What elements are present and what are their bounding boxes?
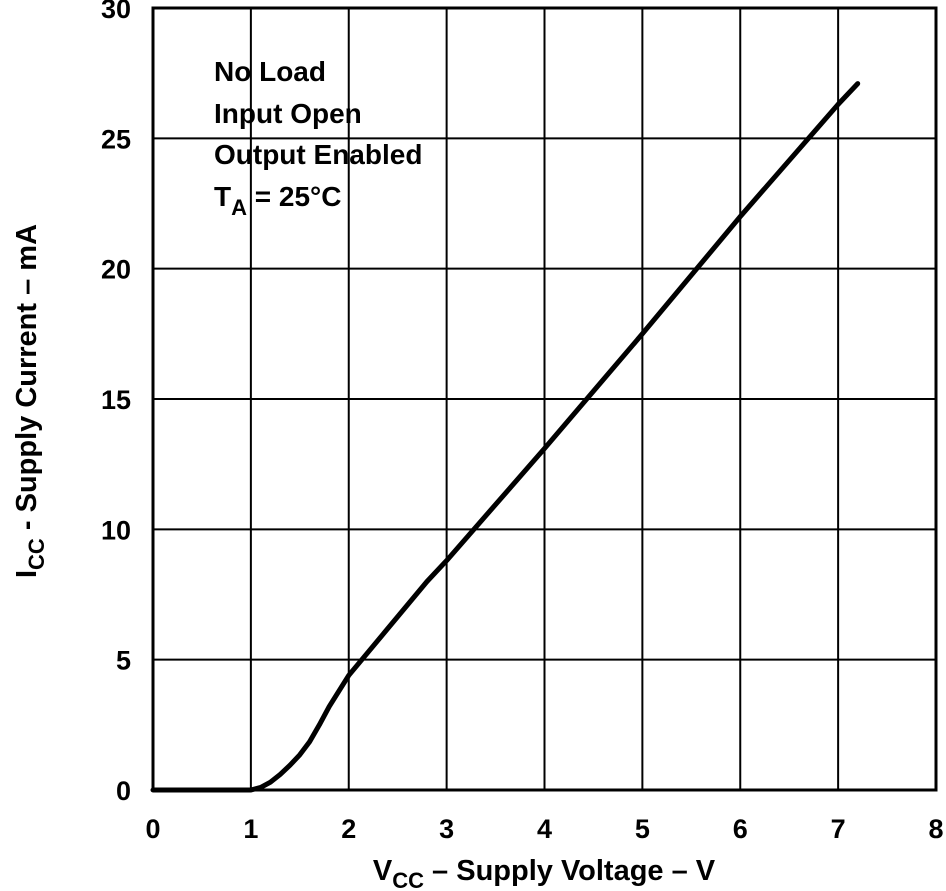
temperature-value: = 25°C: [247, 181, 341, 212]
x-axis-subscript: CC: [392, 868, 424, 891]
x-tick-label-0: 0: [145, 814, 160, 844]
annotation-temperature: TA = 25°C: [214, 181, 341, 220]
y-tick-label-2: 10: [101, 515, 131, 545]
x-tick-label-6: 6: [733, 814, 748, 844]
plot-frame: [151, 6, 938, 792]
x-tick-label-2: 2: [341, 814, 356, 844]
x-tick-label-8: 8: [928, 814, 943, 844]
y-tick-label-6: 30: [101, 0, 131, 24]
temperature-subscript: A: [231, 195, 247, 220]
x-tick-label-3: 3: [439, 814, 454, 844]
y-tick-label-4: 20: [101, 255, 131, 285]
x-axis-label: VCC – Supply Voltage – V: [373, 855, 716, 891]
x-tick-label-5: 5: [635, 814, 650, 844]
grid: [153, 8, 936, 790]
series-line: [150, 81, 861, 793]
annotation-no-load: No Load: [214, 56, 326, 87]
y-axis-symbol: I: [11, 570, 43, 578]
y-tick-label-1: 5: [116, 646, 131, 676]
x-axis-text: – Supply Voltage – V: [424, 855, 716, 887]
temperature-symbol: T: [214, 181, 231, 212]
annotation-output-enabled: Output Enabled: [214, 139, 422, 170]
y-axis-label: ICC - Supply Current – mA: [11, 224, 49, 578]
annotation-input-open: Input Open: [214, 98, 362, 129]
y-tick-label-5: 25: [101, 124, 131, 154]
y-tick-label-0: 0: [116, 776, 131, 806]
y-axis-subscript: CC: [24, 538, 49, 570]
y-axis-text: - Supply Current – mA: [11, 224, 43, 538]
y-tick-label-3: 15: [101, 385, 131, 415]
annotation-block: No Load Input Open Output Enabled TA = 2…: [214, 56, 422, 220]
x-axis-symbol: V: [373, 855, 393, 887]
x-tick-label-7: 7: [831, 814, 846, 844]
y-tick-labels: 0 5 10 15 20 25 30: [101, 0, 131, 806]
x-tick-labels: 0 1 2 3 4 5 6 7 8: [145, 814, 943, 844]
x-tick-label-1: 1: [243, 814, 258, 844]
x-tick-label-4: 4: [537, 814, 552, 844]
